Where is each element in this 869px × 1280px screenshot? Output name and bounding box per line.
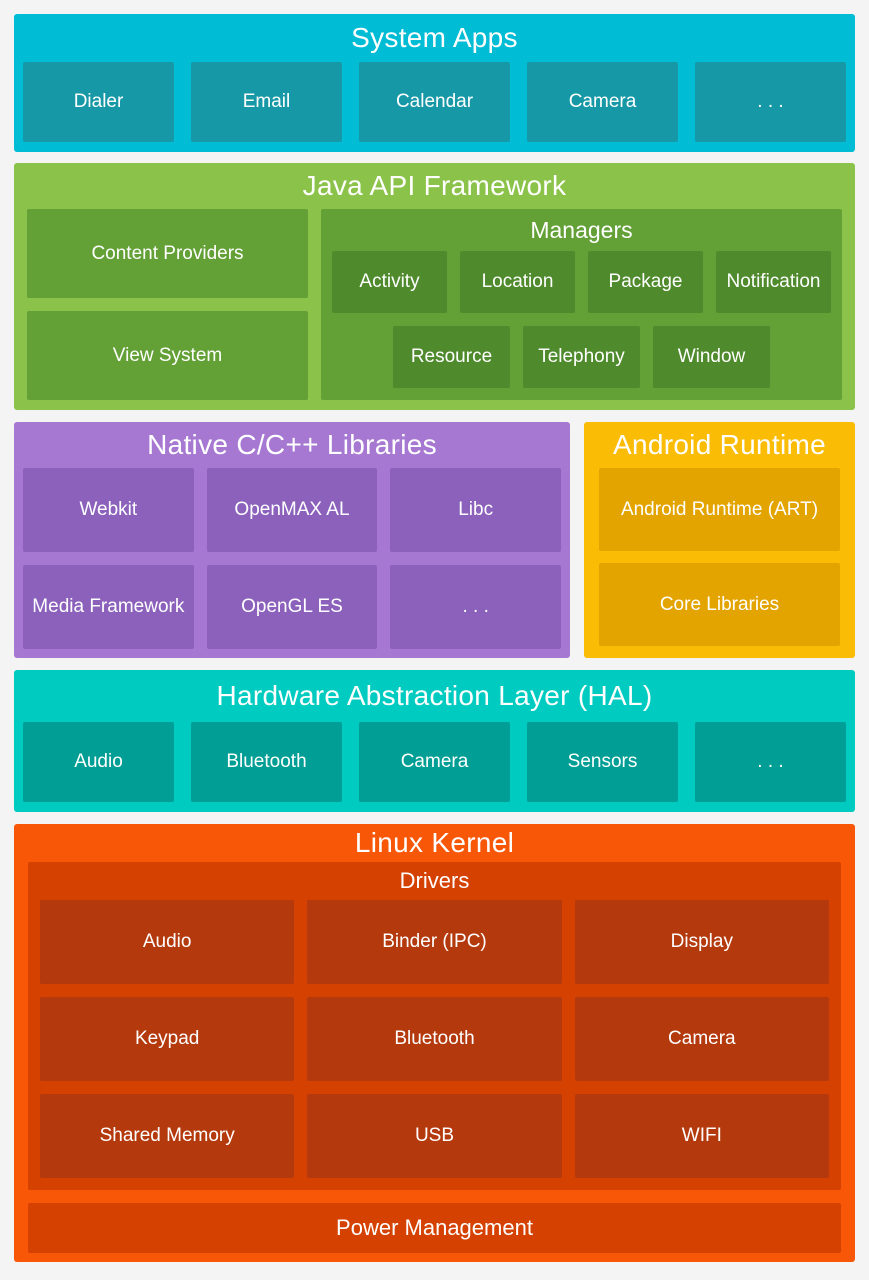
box-package-manager: Package <box>588 251 703 313</box>
box-driver-keypad: Keypad <box>40 997 295 1081</box>
box-calendar: Calendar <box>359 62 510 142</box>
box-view-system: View System <box>27 311 308 400</box>
box-core-libraries: Core Libraries <box>599 563 840 646</box>
box-native-ellipsis: . . . <box>390 565 561 649</box>
box-driver-audio: Audio <box>40 900 295 984</box>
box-art: Android Runtime (ART) <box>599 468 840 551</box>
native-libraries-grid: Webkit OpenMAX AL Libc Media Framework O… <box>23 468 561 649</box>
hal-row: Audio Bluetooth Camera Sensors . . . <box>23 722 846 802</box>
section-java-api-framework: Java API Framework Content Providers Vie… <box>14 163 855 410</box>
box-telephony-manager: Telephony <box>523 326 640 388</box>
section-native-libraries: Native C/C++ Libraries Webkit OpenMAX AL… <box>14 422 570 658</box>
box-apps-ellipsis: . . . <box>695 62 846 142</box>
section-linux-kernel: Linux Kernel Drivers Audio Binder (IPC) … <box>14 824 855 1262</box>
managers-row-2: Resource Telephony Window <box>332 326 831 388</box>
hal-title: Hardware Abstraction Layer (HAL) <box>216 680 653 711</box>
system-apps-row: Dialer Email Calendar Camera . . . <box>23 62 846 142</box>
box-hal-sensors: Sensors <box>527 722 678 802</box>
box-content-providers: Content Providers <box>27 209 308 298</box>
section-system-apps: System Apps Dialer Email Calendar Camera… <box>14 14 855 152</box>
linux-kernel-title: Linux Kernel <box>354 827 515 858</box>
box-driver-display: Display <box>574 900 829 984</box>
box-hal-audio: Audio <box>23 722 174 802</box>
java-api-title: Java API Framework <box>302 170 567 201</box>
box-driver-shared-memory: Shared Memory <box>40 1094 295 1178</box>
box-activity-manager: Activity <box>332 251 447 313</box>
drivers-title: Drivers <box>399 868 470 893</box>
box-hal-camera: Camera <box>359 722 510 802</box>
box-resource-manager: Resource <box>393 326 510 388</box>
java-api-content: Content Providers View System Managers A… <box>27 209 842 400</box>
box-location-manager: Location <box>460 251 575 313</box>
box-opengl-es: OpenGL ES <box>206 565 378 649</box>
box-power-management: Power Management <box>28 1203 841 1253</box>
managers-title: Managers <box>530 216 633 243</box>
box-driver-usb: USB <box>307 1094 562 1178</box>
box-driver-binder-ipc: Binder (IPC) <box>307 900 562 984</box>
box-hal-ellipsis: . . . <box>695 722 846 802</box>
box-openmax-al: OpenMAX AL <box>206 468 378 552</box>
managers-container: Managers Activity Location Package Notif… <box>321 209 842 400</box>
system-apps-title: System Apps <box>351 22 518 53</box>
drivers-container: Drivers Audio Binder (IPC) Display Keypa… <box>28 862 841 1190</box>
box-email: Email <box>191 62 342 142</box>
box-notification-manager: Notification <box>716 251 831 313</box>
android-runtime-title: Android Runtime <box>612 429 827 460</box>
box-driver-camera: Camera <box>574 997 829 1081</box>
managers-row-1: Activity Location Package Notification <box>332 251 831 313</box>
drivers-grid: Audio Binder (IPC) Display Keypad Blueto… <box>40 900 829 1178</box>
section-hal: Hardware Abstraction Layer (HAL) Audio B… <box>14 670 855 812</box>
box-hal-bluetooth: Bluetooth <box>191 722 342 802</box>
box-driver-wifi: WIFI <box>574 1094 829 1178</box>
box-driver-bluetooth: Bluetooth <box>307 997 562 1081</box>
java-left-column: Content Providers View System <box>27 209 308 400</box>
section-android-runtime: Android Runtime Android Runtime (ART) Co… <box>584 422 855 658</box>
box-camera-app: Camera <box>527 62 678 142</box>
box-media-framework: Media Framework <box>23 565 194 649</box>
box-webkit: Webkit <box>23 468 194 552</box>
box-libc: Libc <box>390 468 561 552</box>
native-libraries-title: Native C/C++ Libraries <box>147 429 437 460</box>
box-window-manager: Window <box>653 326 770 388</box>
middle-row: Native C/C++ Libraries Webkit OpenMAX AL… <box>14 422 855 658</box>
box-dialer: Dialer <box>23 62 174 142</box>
android-stack-diagram: System Apps Dialer Email Calendar Camera… <box>14 14 855 1262</box>
